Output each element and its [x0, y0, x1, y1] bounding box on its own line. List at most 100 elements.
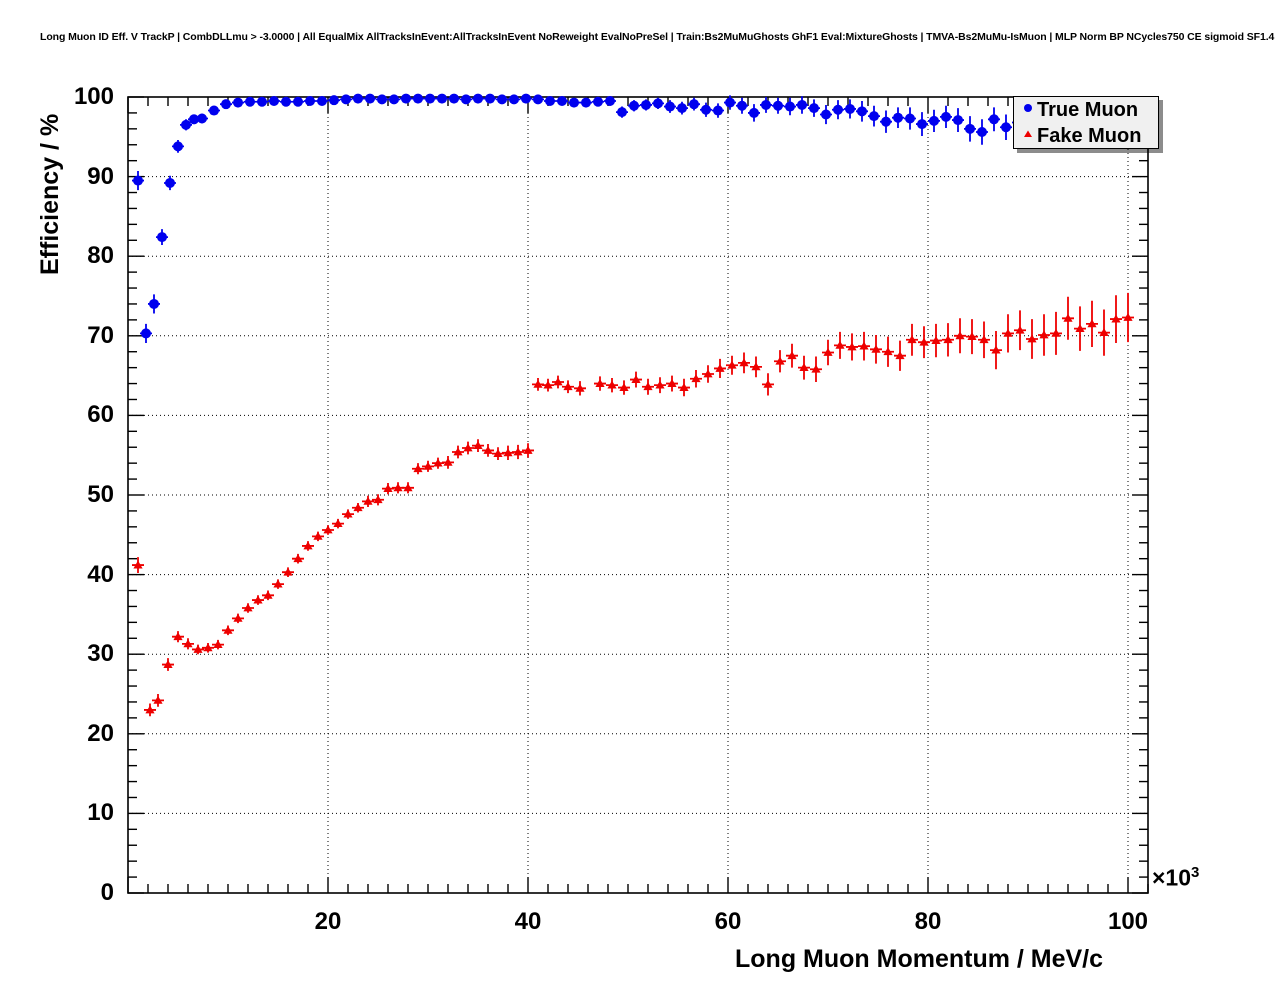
y-tick-label: 20 [87, 719, 114, 747]
data-point-triangle-icon [775, 356, 785, 365]
data-point-circle-icon [617, 107, 627, 118]
data-point-triangle-icon [631, 374, 641, 383]
data-point-triangle-icon [1087, 319, 1097, 328]
data-point-triangle-icon [443, 457, 453, 466]
data-point-triangle-icon [263, 590, 273, 599]
data-point-triangle-icon [153, 695, 163, 704]
data-point-triangle-icon [1051, 328, 1061, 337]
data-point-triangle-icon [393, 483, 403, 492]
data-point-circle-icon [605, 95, 615, 106]
data-point-circle-icon [761, 99, 771, 110]
data-point-circle-icon [497, 94, 507, 105]
data-point-triangle-icon [333, 519, 343, 528]
data-point-circle-icon [257, 96, 267, 107]
y-tick-label: 50 [87, 481, 114, 508]
data-point-triangle-icon [619, 382, 629, 391]
x-tick-label: 60 [714, 908, 742, 935]
data-point-triangle-icon [703, 369, 713, 378]
data-point-triangle-icon [727, 360, 737, 369]
data-point-triangle-icon [433, 458, 443, 467]
data-point-triangle-icon [273, 579, 283, 588]
data-point-triangle-icon [523, 445, 533, 454]
legend-marker-circle-icon [1019, 101, 1037, 120]
data-point-circle-icon [725, 97, 735, 108]
plot-title: Long Muon ID Eff. V TrackP | CombDLLmu >… [40, 31, 1276, 43]
data-point-circle-icon [133, 175, 143, 186]
data-point-circle-icon [845, 103, 855, 114]
data-point-triangle-icon [871, 344, 881, 353]
y-tick-label: 60 [87, 401, 114, 429]
y-tick-label: 90 [87, 162, 114, 190]
data-point-triangle-icon [1075, 324, 1085, 333]
data-point-triangle-icon [835, 340, 845, 349]
data-point-circle-icon [653, 98, 663, 109]
data-point-circle-icon [461, 94, 471, 105]
legend-label-fake-muon: Fake Muon [1037, 125, 1142, 147]
data-point-triangle-icon [313, 531, 323, 540]
data-point-triangle-icon [847, 342, 857, 351]
data-point-triangle-icon [811, 364, 821, 373]
data-point-circle-icon [641, 99, 651, 110]
data-point-triangle-icon [453, 447, 463, 456]
legend-label-true-muon: True Muon [1037, 99, 1139, 121]
x-tick-label: 40 [514, 908, 542, 935]
data-point-triangle-icon [1039, 330, 1049, 339]
data-point-circle-icon [141, 328, 151, 339]
data-point-circle-icon [389, 94, 399, 105]
x-axis-exponent-power: 3 [1191, 864, 1200, 881]
y-tick-label: 30 [87, 640, 114, 668]
data-point-triangle-icon [303, 541, 313, 550]
data-point-triangle-icon [145, 705, 155, 714]
data-point-triangle-icon [483, 445, 493, 454]
data-point-circle-icon [533, 94, 543, 105]
data-point-circle-icon [365, 93, 375, 104]
grid-lines [128, 97, 1148, 893]
y-tick-label: 100 [73, 83, 114, 110]
data-point-triangle-icon [919, 337, 929, 346]
x-tick-label: 100 [1107, 908, 1149, 935]
data-point-triangle-icon [163, 659, 173, 668]
data-point-circle-icon [629, 100, 639, 111]
data-point-circle-icon [401, 93, 411, 104]
data-point-circle-icon [929, 115, 939, 126]
data-point-triangle-icon [991, 345, 1001, 354]
data-point-circle-icon [485, 93, 495, 104]
data-point-triangle-icon [883, 347, 893, 356]
data-point-triangle-icon [739, 358, 749, 367]
data-point-triangle-icon [715, 363, 725, 372]
data-point-triangle-icon [763, 379, 773, 388]
data-point-triangle-icon [643, 382, 653, 391]
data-point-triangle-icon [183, 639, 193, 648]
data-point-circle-icon [881, 116, 891, 127]
data-point-triangle-icon [1015, 325, 1025, 334]
data-point-triangle-icon [1111, 314, 1121, 323]
data-point-triangle-icon [1063, 313, 1073, 322]
data-point-triangle-icon [607, 380, 617, 389]
data-point-circle-icon [473, 93, 483, 104]
data-series-true-muon [132, 93, 1132, 343]
data-point-circle-icon [809, 103, 819, 114]
y-tick-label: 70 [87, 321, 114, 349]
data-point-circle-icon [689, 99, 699, 110]
data-point-circle-icon [545, 95, 555, 106]
data-point-triangle-icon [595, 378, 605, 387]
data-point-circle-icon [869, 111, 879, 122]
data-point-circle-icon [701, 104, 711, 115]
data-point-triangle-icon [859, 341, 869, 350]
data-point-circle-icon [509, 94, 519, 105]
data-point-circle-icon [245, 96, 255, 107]
data-point-triangle-icon [243, 603, 253, 612]
data-point-triangle-icon [283, 567, 293, 576]
data-point-circle-icon [593, 96, 603, 107]
data-point-triangle-icon [223, 625, 233, 634]
data-point-triangle-icon [473, 441, 483, 450]
data-point-circle-icon [209, 105, 219, 116]
data-point-circle-icon [821, 109, 831, 120]
y-tick-label: 10 [87, 799, 114, 827]
data-point-triangle-icon [563, 382, 573, 391]
data-point-triangle-icon [323, 525, 333, 534]
data-point-circle-icon [425, 93, 435, 104]
data-point-triangle-icon [679, 382, 689, 391]
data-point-circle-icon [569, 97, 579, 108]
